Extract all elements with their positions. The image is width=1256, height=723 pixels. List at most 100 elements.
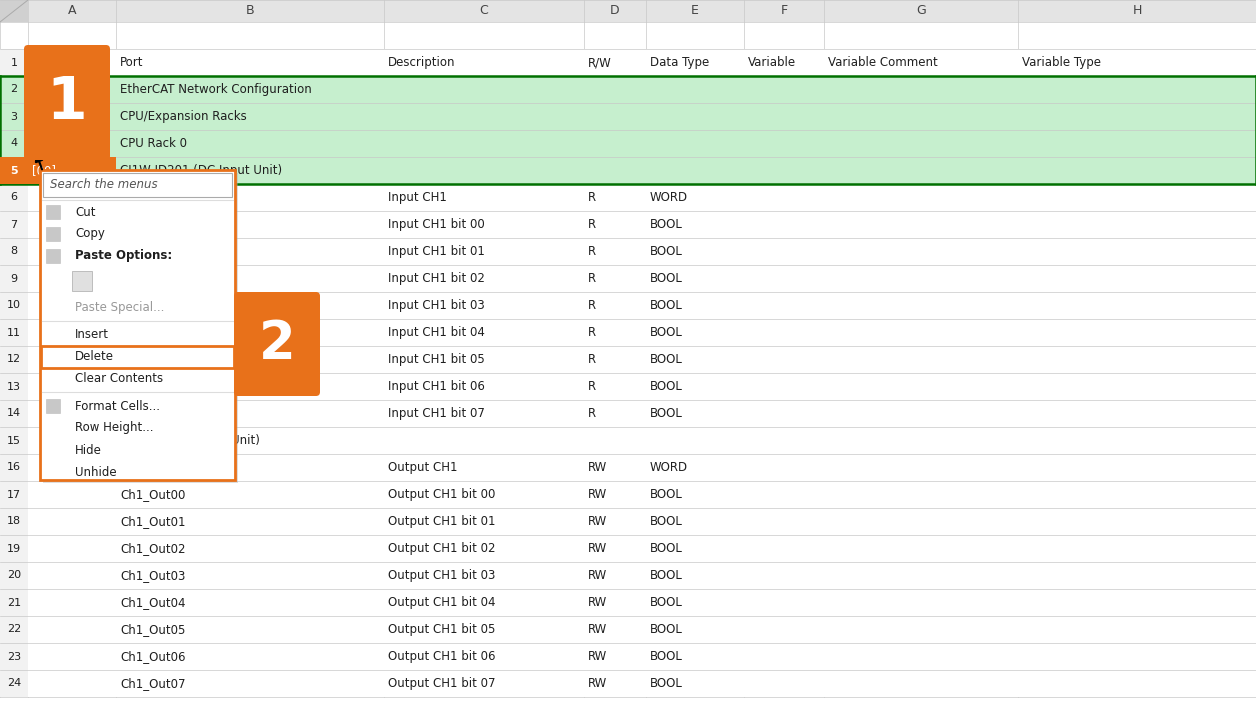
Text: BOOL: BOOL	[651, 677, 683, 690]
Text: CPU Rack 0: CPU Rack 0	[121, 137, 187, 150]
Text: Search the menus: Search the menus	[50, 179, 157, 192]
Bar	[28, 643, 1256, 670]
Text: 21: 21	[8, 597, 21, 607]
Text: 8: 8	[10, 247, 18, 257]
Text: BOOL: BOOL	[651, 380, 683, 393]
Bar	[28, 292, 1256, 319]
Text: R: R	[588, 245, 597, 258]
Text: RW: RW	[588, 677, 607, 690]
Text: BOOL: BOOL	[651, 569, 683, 582]
Bar	[28, 400, 1256, 427]
Text: Ch1_Out03: Ch1_Out03	[121, 569, 186, 582]
Text: RW: RW	[588, 542, 607, 555]
Text: Output CH1: Output CH1	[388, 461, 457, 474]
Bar	[43, 173, 237, 483]
Text: (Transistor Output Unit): (Transistor Output Unit)	[121, 434, 260, 447]
Bar	[0, 643, 28, 670]
Text: 9: 9	[10, 273, 18, 283]
Bar	[0, 373, 28, 400]
Text: CPU/Expansion Racks: CPU/Expansion Racks	[121, 110, 246, 123]
FancyBboxPatch shape	[24, 45, 111, 160]
Text: Data Type: Data Type	[651, 56, 710, 69]
Text: RW: RW	[588, 461, 607, 474]
Bar	[28, 184, 1256, 211]
Text: Output CH1 bit 00: Output CH1 bit 00	[388, 488, 495, 501]
Bar	[28, 535, 1256, 562]
Text: 22: 22	[6, 625, 21, 635]
Text: BOOL: BOOL	[651, 218, 683, 231]
Text: 20: 20	[8, 570, 21, 581]
Text: G: G	[916, 4, 926, 17]
Text: BOOL: BOOL	[651, 353, 683, 366]
Text: Ch1_Out02: Ch1_Out02	[121, 542, 186, 555]
Text: Hide: Hide	[75, 443, 102, 456]
Bar	[72, 271, 92, 291]
Bar	[0, 49, 28, 76]
Text: Description: Description	[388, 56, 456, 69]
Bar	[0, 319, 28, 346]
Bar	[28, 562, 1256, 589]
Text: Input CH1 bit 03: Input CH1 bit 03	[388, 299, 485, 312]
Bar	[28, 49, 1256, 76]
Bar	[0, 184, 28, 211]
Bar	[28, 265, 1256, 292]
Text: H: H	[1133, 4, 1142, 17]
Bar	[28, 157, 116, 184]
Bar	[0, 292, 28, 319]
Text: Variable Type: Variable Type	[1022, 56, 1102, 69]
Text: Output CH1 bit 03: Output CH1 bit 03	[388, 569, 495, 582]
Bar	[28, 454, 1256, 481]
Bar	[0, 346, 28, 373]
Bar	[28, 157, 1256, 184]
Text: Position: Position	[31, 56, 78, 69]
Text: F: F	[780, 4, 788, 17]
Text: R: R	[588, 272, 597, 285]
Text: EtherCAT Network Configuration: EtherCAT Network Configuration	[121, 83, 311, 96]
Text: R: R	[588, 407, 597, 420]
Text: WORD: WORD	[651, 461, 688, 474]
Bar	[0, 508, 28, 535]
Text: Row Height...: Row Height...	[75, 422, 153, 435]
Bar	[0, 157, 28, 184]
Text: 4: 4	[10, 139, 18, 148]
Text: RW: RW	[588, 623, 607, 636]
Bar	[40, 170, 235, 480]
Text: Insert: Insert	[75, 328, 109, 341]
Text: 15: 15	[8, 435, 21, 445]
Bar	[28, 319, 1256, 346]
Text: Input CH1 bit 02: Input CH1 bit 02	[388, 272, 485, 285]
Text: Input CH1 bit 01: Input CH1 bit 01	[388, 245, 485, 258]
Text: Output CH1 bit 02: Output CH1 bit 02	[388, 542, 496, 555]
Text: R: R	[588, 353, 597, 366]
Text: 3: 3	[10, 111, 18, 121]
Text: Variable Comment: Variable Comment	[828, 56, 938, 69]
Bar	[0, 0, 1256, 22]
Text: R: R	[588, 218, 597, 231]
Text: Ch1_Out06: Ch1_Out06	[121, 650, 186, 663]
Bar	[0, 0, 28, 22]
Bar	[46, 205, 60, 219]
Text: RW: RW	[588, 569, 607, 582]
Bar	[41, 346, 234, 368]
Bar	[46, 399, 60, 413]
Bar	[46, 227, 60, 241]
Text: 5: 5	[10, 166, 18, 176]
Bar	[28, 346, 1256, 373]
Text: 11: 11	[8, 328, 21, 338]
Bar	[28, 427, 1256, 454]
Text: A: A	[68, 4, 77, 17]
Bar	[0, 400, 28, 427]
Bar	[28, 238, 1256, 265]
Bar	[0, 481, 28, 508]
Text: 10: 10	[8, 301, 21, 310]
Text: BOOL: BOOL	[651, 245, 683, 258]
Bar	[28, 103, 1256, 130]
Bar	[0, 211, 28, 238]
Text: Cut: Cut	[75, 205, 95, 218]
Text: BOOL: BOOL	[651, 623, 683, 636]
Text: 2: 2	[10, 85, 18, 95]
Bar	[28, 76, 1256, 103]
Text: BOOL: BOOL	[651, 488, 683, 501]
Text: E: E	[691, 4, 698, 17]
Text: Ch1_Out05: Ch1_Out05	[121, 623, 186, 636]
